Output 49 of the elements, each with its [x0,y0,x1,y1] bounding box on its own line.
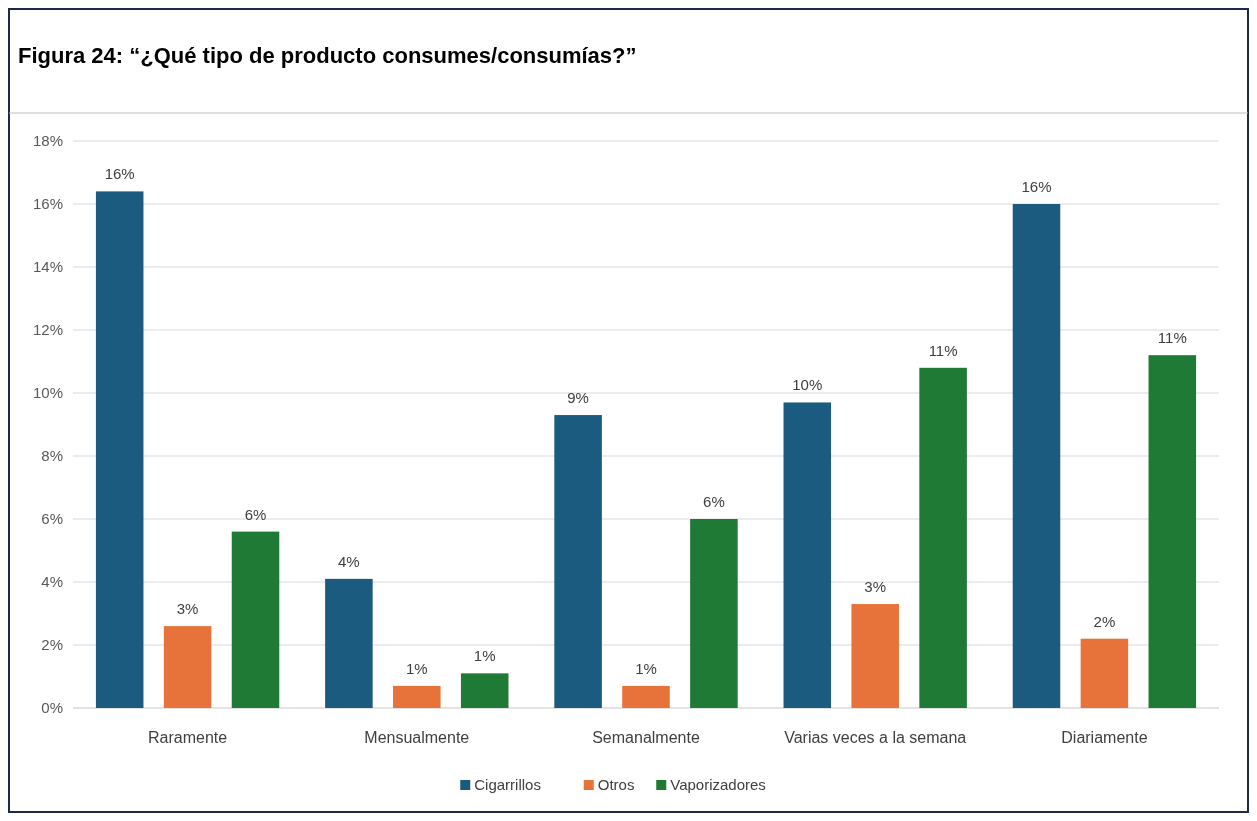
legend-label: Vaporizadores [670,776,766,794]
y-tick-label: 8% [41,447,63,465]
y-tick-label: 2% [41,636,63,654]
y-tick-label: 14% [32,258,63,276]
x-tick-label: Varias veces a la semana [784,729,967,746]
y-tick-label: 0% [41,699,63,717]
bar [554,415,602,708]
x-tick-label: Semanalmente [592,729,700,746]
bar [783,402,832,708]
x-tick-label: Diariamente [1061,729,1148,746]
bar [622,685,670,708]
bar [1080,638,1129,708]
data-label: 6% [244,505,267,523]
data-label: 3% [864,578,887,596]
data-label: 16% [104,165,135,183]
y-tick-label: 4% [41,573,63,591]
bar [1148,355,1197,708]
data-label: 11% [928,341,958,359]
chart-title: Figura 24: “¿Qué tipo de producto consumes/consumías?” [18,43,637,68]
data-label: 3% [176,600,199,618]
bar [851,604,899,708]
y-tick-label: 18% [32,132,63,150]
data-label: 16% [1021,178,1052,195]
legend-label: Cigarrillos [474,776,541,794]
data-label: 1% [473,647,496,665]
legend-label: Otros [597,776,635,794]
data-label: 2% [1093,612,1116,630]
bar [393,685,441,708]
y-tick-label: 10% [32,384,63,402]
bar [163,626,212,708]
bar [95,191,144,708]
data-label: 11% [1157,329,1187,347]
data-label: 6% [703,493,725,510]
y-tick-label: 6% [41,510,63,528]
x-tick-label: Raramente [148,729,228,746]
data-label: 9% [567,389,589,407]
bar [690,519,738,708]
data-label: 1% [635,659,657,677]
data-label: 4% [338,552,360,570]
bar [919,367,967,708]
data-label: 10% [792,376,823,394]
x-tick-label: Mensualmente [364,729,470,746]
y-tick-label: 12% [32,321,63,339]
y-tick-label: 16% [32,195,63,213]
bar [231,531,280,708]
bar [460,673,509,708]
bar [325,578,373,708]
data-label: 1% [405,659,428,677]
bar [1012,204,1061,708]
